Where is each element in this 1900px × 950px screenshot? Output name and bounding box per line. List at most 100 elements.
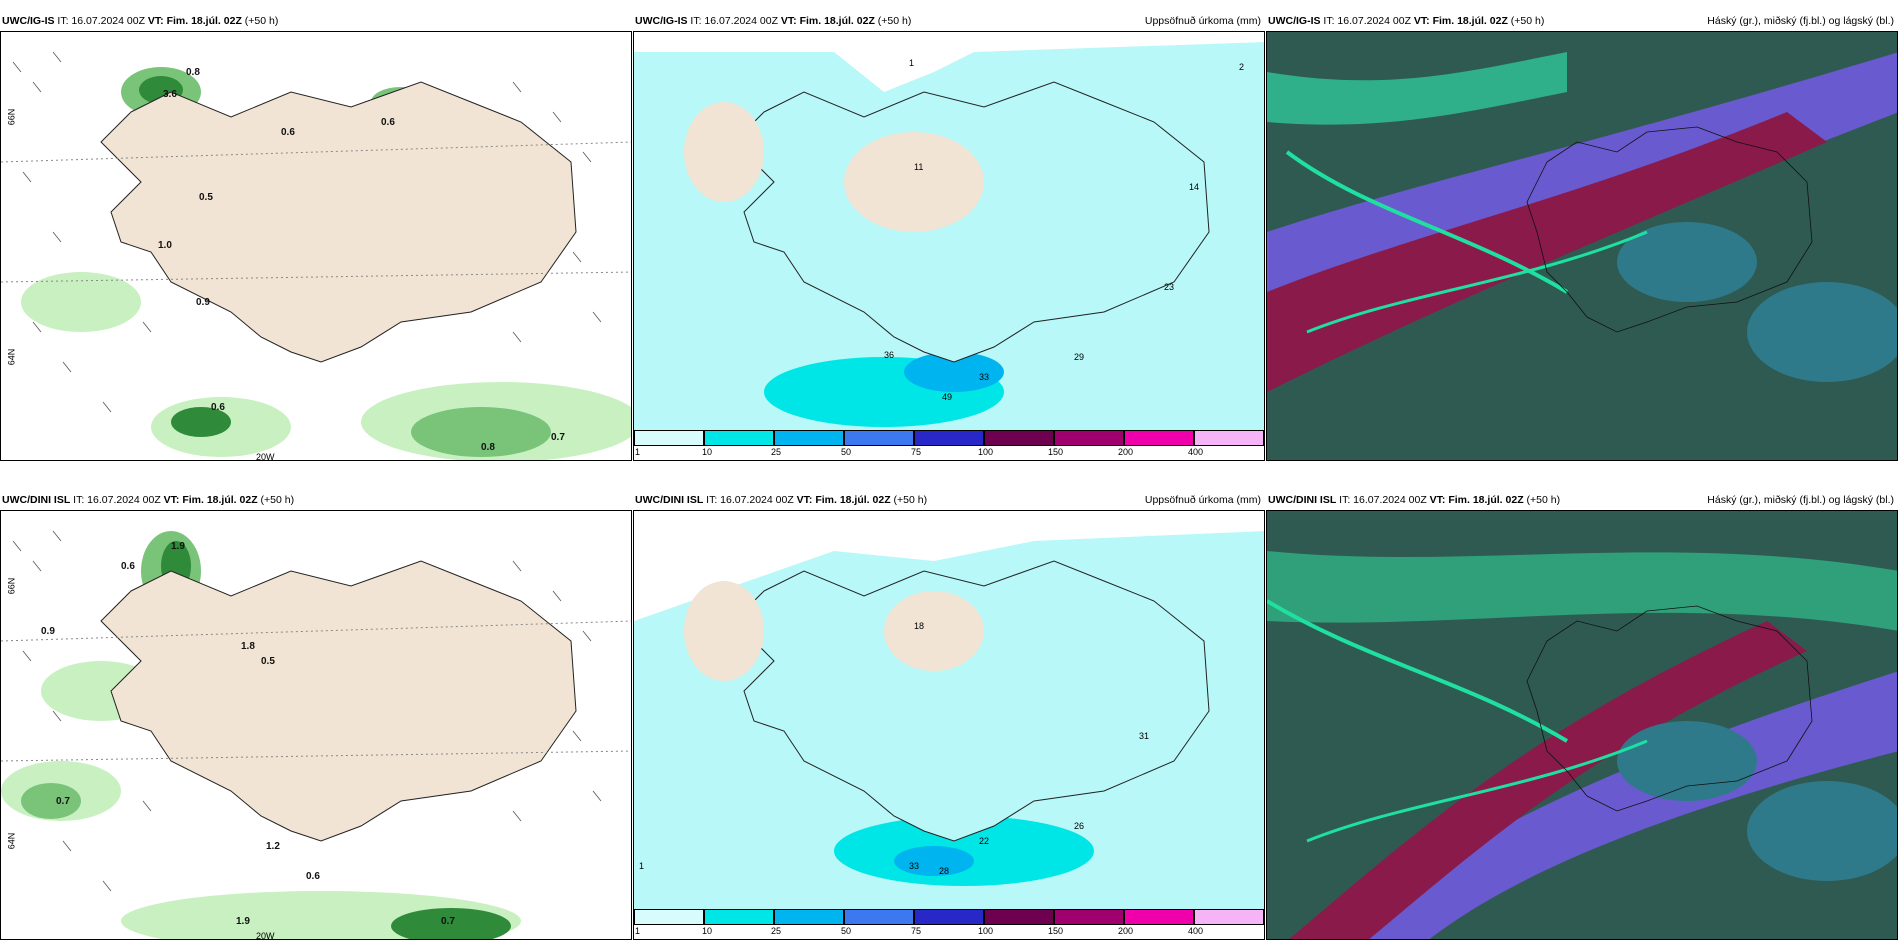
colorbar-cell: [984, 430, 1054, 446]
wind-value: 0.6: [306, 871, 320, 882]
panel-wind-ig: UWC/IG-IS IT: 16.07.2024 00Z VT: Fim. 18…: [0, 11, 632, 461]
panel-header: UWC/IG-IS IT: 16.07.2024 00Z VT: Fim. 18…: [633, 11, 1265, 31]
valid-time: VT: Fim. 18.júl. 02Z: [148, 15, 242, 27]
lat-label: 64N: [6, 833, 16, 850]
colorbar-tick: 150: [1048, 926, 1063, 936]
precip-colorbar: 1 10 25 50 75 100 150 200 400: [634, 430, 1265, 460]
precip-value: 22: [979, 836, 989, 846]
colorbar-cell: [1124, 909, 1194, 925]
wind-value: 0.6: [211, 402, 225, 413]
colorbar-cell: [1194, 909, 1264, 925]
model-name: UWC/DINI ISL: [633, 494, 703, 506]
lon-label: 20W: [256, 452, 275, 461]
field-title: Uppsöfnuð úrkoma (mm): [1145, 490, 1261, 510]
colorbar-cell: [1124, 430, 1194, 446]
colorbar-tick: 1: [635, 926, 640, 936]
colorbar-tick: 75: [911, 447, 921, 457]
precip-value: 31: [1139, 731, 1149, 741]
colorbar-tick: 50: [841, 447, 851, 457]
colorbar-cell: [914, 909, 984, 925]
precip-value: 1: [909, 58, 914, 68]
map-canvas: [634, 32, 1265, 432]
field-title: Háský (gr.), miðský (fj.bl.) og lágský (…: [1707, 490, 1894, 510]
wind-value: 1.8: [241, 641, 255, 652]
init-time: IT: 16.07.2024 00Z: [57, 15, 145, 27]
precip-value: 26: [1074, 821, 1084, 831]
precip-value: 23: [1164, 282, 1174, 292]
colorbar-cell: [844, 430, 914, 446]
precip-value: 36: [884, 350, 894, 360]
panel-header: UWC/IG-IS IT: 16.07.2024 00Z VT: Fim. 18…: [1266, 11, 1898, 31]
wind-value: 0.6: [281, 127, 295, 138]
precip-colorbar: 1 10 25 50 75 100 150 200 400: [634, 909, 1265, 939]
colorbar-tick: 100: [978, 926, 993, 936]
lead-time: (+50 h): [878, 15, 912, 27]
init-time: IT: 16.07.2024 00Z: [1339, 494, 1427, 506]
wind-value: 0.7: [551, 432, 565, 443]
colorbar-tick: 400: [1188, 926, 1203, 936]
map-canvas: [1267, 511, 1898, 940]
panel-header: UWC/DINI ISL IT: 16.07.2024 00Z VT: Fim.…: [1266, 490, 1898, 510]
valid-time: VT: Fim. 18.júl. 02Z: [164, 494, 258, 506]
valid-time: VT: Fim. 18.júl. 02Z: [1430, 494, 1524, 506]
valid-time: VT: Fim. 18.júl. 02Z: [1414, 15, 1508, 27]
model-name: UWC/IG-IS: [633, 15, 688, 27]
precip-value: 14: [1189, 182, 1199, 192]
wind-value: 0.6: [121, 561, 135, 572]
map-canvas: [1, 32, 632, 461]
wind-value: 0.9: [41, 626, 55, 637]
lead-time: (+50 h): [245, 15, 279, 27]
colorbar-cell: [634, 909, 704, 925]
precip-value: 33: [979, 372, 989, 382]
colorbar-tick: 100: [978, 447, 993, 457]
colorbar-tick: 50: [841, 926, 851, 936]
map-wind-precip: 66N 64N 20W 0.8 3.6 0.6 0.6 0.5 1.0 0.9 …: [0, 31, 632, 461]
lat-label: 66N: [6, 578, 16, 595]
model-name: UWC/IG-IS: [0, 15, 55, 27]
panel-precip-ig: UWC/IG-IS IT: 16.07.2024 00Z VT: Fim. 18…: [633, 11, 1265, 461]
colorbar-cell: [984, 909, 1054, 925]
lon-label: 20W: [256, 931, 275, 940]
panel-precip-dini: UWC/DINI ISL IT: 16.07.2024 00Z VT: Fim.…: [633, 490, 1265, 940]
colorbar-tick: 200: [1118, 926, 1133, 936]
wind-value: 0.6: [381, 117, 395, 128]
colorbar-tick: 1: [635, 447, 640, 457]
colorbar-cell: [1194, 430, 1264, 446]
wind-value: 0.7: [441, 916, 455, 927]
precip-value: 2: [1239, 62, 1244, 72]
wind-value: 0.9: [196, 297, 210, 308]
wind-value: 1.9: [171, 541, 185, 552]
valid-time: VT: Fim. 18.júl. 02Z: [781, 15, 875, 27]
precip-value: 29: [1074, 352, 1084, 362]
panel-wind-dini: UWC/DINI ISL IT: 16.07.2024 00Z VT: Fim.…: [0, 490, 632, 940]
panel-cloud-ig: UWC/IG-IS IT: 16.07.2024 00Z VT: Fim. 18…: [1266, 11, 1898, 461]
colorbar-tick: 25: [771, 926, 781, 936]
colorbar-cell: [774, 430, 844, 446]
model-name: UWC/IG-IS: [1266, 15, 1321, 27]
precip-value: 11: [914, 162, 923, 172]
model-name: UWC/DINI ISL: [1266, 494, 1336, 506]
colorbar-cell: [634, 430, 704, 446]
colorbar-cell: [704, 430, 774, 446]
precip-value: 1: [639, 861, 644, 871]
precip-value: 49: [942, 392, 952, 402]
map-wind-precip: 66N 64N 20W 1.9 0.6 0.9 1.8 0.5 0.7 1.2 …: [0, 510, 632, 940]
map-canvas: [1267, 32, 1898, 461]
lat-label: 66N: [6, 109, 16, 126]
field-title: Háský (gr.), miðský (fj.bl.) og lágský (…: [1707, 11, 1894, 31]
wind-value: 1.0: [158, 240, 172, 251]
lat-label: 64N: [6, 349, 16, 366]
wind-value: 0.8: [481, 442, 495, 453]
model-name: UWC/DINI ISL: [0, 494, 70, 506]
precip-value: 33: [909, 861, 919, 871]
panel-header: UWC/IG-IS IT: 16.07.2024 00Z VT: Fim. 18…: [0, 11, 632, 31]
wind-value: 3.6: [163, 89, 177, 100]
field-title: Uppsöfnuð úrkoma (mm): [1145, 11, 1261, 31]
wind-value: 0.5: [261, 656, 275, 667]
wind-value: 1.9: [236, 916, 250, 927]
colorbar-tick: 10: [702, 926, 712, 936]
colorbar-cell: [844, 909, 914, 925]
map-canvas: [634, 511, 1265, 911]
lead-time: (+50 h): [261, 494, 295, 506]
colorbar-tick: 200: [1118, 447, 1133, 457]
